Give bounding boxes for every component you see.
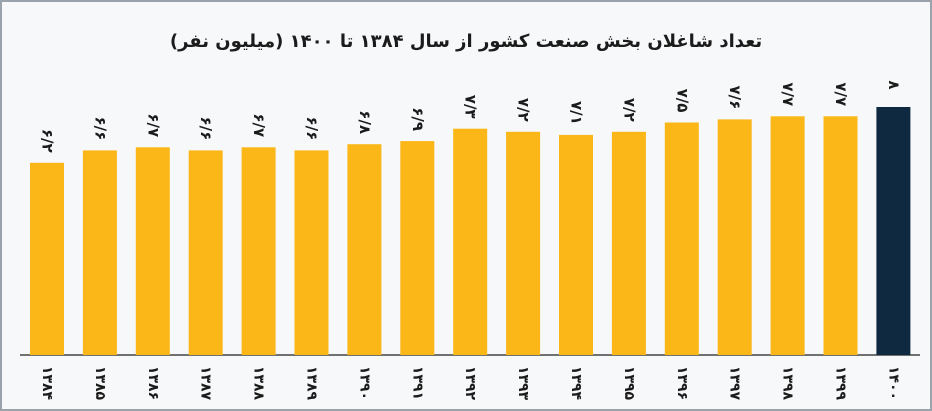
bar — [611, 131, 646, 355]
bar — [717, 119, 752, 356]
value-label: ۷/۷ — [779, 82, 797, 106]
value-label: ۶/۹ — [409, 107, 427, 131]
value-label: ۶/۶ — [197, 117, 215, 141]
x-tick-label: ۱۳۹۳ — [515, 366, 531, 401]
bar — [823, 116, 858, 355]
bar — [294, 150, 329, 355]
x-tick-label: ۱۳۸۸ — [251, 366, 267, 401]
x-tick-label: ۱۳۹۸ — [780, 366, 796, 401]
value-label: ۶/۸ — [356, 110, 374, 134]
bar — [347, 144, 382, 355]
x-tick-label: ۱۳۹۹ — [833, 366, 849, 401]
value-label: ۷/۶ — [726, 86, 744, 110]
bar — [400, 141, 435, 355]
bar — [506, 131, 541, 355]
bar — [30, 162, 64, 355]
value-label: ۶/۷ — [144, 113, 162, 137]
bar — [876, 107, 911, 355]
chart-title: تعداد شاغلان بخش صنعت کشور از سال ۱۳۸۴ ت… — [170, 31, 762, 52]
value-label: ۷/۲ — [620, 98, 638, 122]
bar — [770, 116, 805, 355]
value-label: ۶/۲ — [39, 129, 57, 153]
value-label: ۶/۷ — [250, 113, 268, 137]
bar — [188, 150, 223, 355]
value-label: ۷/۵ — [673, 89, 691, 113]
x-tick-label: ۱۳۹۰ — [356, 366, 372, 400]
x-tick-label: ۱۳۸۹ — [304, 366, 320, 401]
value-label: ۷/۲ — [515, 98, 533, 122]
x-tick-label: ۱۳۹۶ — [674, 366, 690, 400]
bar — [664, 122, 699, 355]
value-label: ۸ — [885, 80, 903, 89]
x-tick-label: ۱۳۹۱ — [409, 366, 425, 400]
x-tick-label: ۱۳۸۴ — [39, 366, 55, 401]
x-tick-label: ۱۳۹۵ — [621, 366, 637, 401]
bar — [241, 147, 276, 355]
x-tick-label: ۱۳۹۴ — [568, 366, 584, 401]
bar — [453, 128, 488, 355]
value-label: ۷/۷ — [832, 82, 850, 106]
x-tick-label: ۱۳۸۵ — [92, 366, 108, 401]
bar — [135, 147, 170, 355]
bar — [559, 134, 593, 355]
value-label: ۶/۶ — [91, 117, 109, 141]
x-tick-label: ۱۳۹۷ — [727, 366, 743, 401]
value-label: ۶/۶ — [303, 117, 321, 141]
x-tick-label: ۱۳۸۷ — [198, 366, 214, 401]
value-label: ۷/۱ — [568, 101, 586, 125]
x-tick-label: ۱۳۹۲ — [462, 366, 478, 401]
bar — [82, 150, 117, 355]
value-label: ۷/۳ — [462, 95, 480, 119]
x-tick-label: ۱۳۸۶ — [145, 366, 161, 400]
x-tick-label: ۱۴۰۰ — [885, 366, 901, 400]
